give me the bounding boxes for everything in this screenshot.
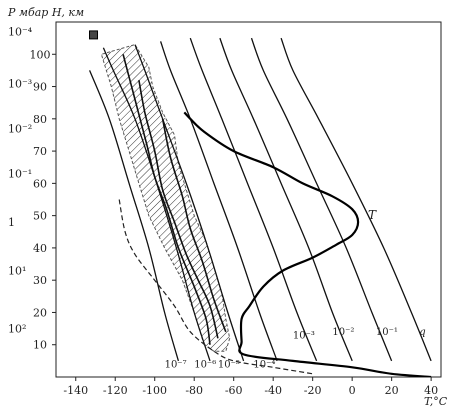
height-tick-label: 20 [33, 306, 47, 319]
isoline-label-6: 10⁻¹ [376, 327, 398, 338]
isoline-3 [159, 41, 278, 362]
x-tick-label: -20 [304, 384, 322, 397]
top-marker-box [89, 30, 99, 40]
isoline-label-3: 10⁻⁴ [253, 359, 275, 370]
isoline-7 [280, 37, 432, 362]
temperature-label: T [368, 208, 377, 222]
temperature-profile [183, 111, 432, 377]
pressure-tick-label: 1 [8, 216, 15, 229]
x-tick-label: 40 [424, 384, 438, 397]
height-tick-label: 10 [33, 339, 47, 352]
height-tick-label: 40 [33, 242, 47, 255]
pressure-tick-label: 10⁻⁴ [8, 26, 33, 39]
plot-border [55, 21, 442, 378]
observation-curve-2 [161, 118, 227, 333]
labels-layer: 10⁻⁷ 10⁻⁶ 10⁻⁵ 10⁻⁴ 10⁻³ 10⁻² 10⁻¹ q T [89, 30, 426, 370]
isoline-label-2: 10⁻⁵ [218, 359, 240, 370]
observation-curve-0 [138, 79, 219, 339]
x-tick-label: -120 [103, 384, 128, 397]
x-tick-label: -100 [142, 384, 167, 397]
pressure-tick-label: 10⁻² [8, 123, 32, 136]
x-tick-label: 0 [349, 384, 356, 397]
dashed-boundary [118, 199, 313, 375]
isoline-5 [219, 37, 353, 362]
x-tick-label: -40 [264, 384, 282, 397]
isoline-label-7: q [419, 327, 425, 338]
top-left-axis-label: P мбар H, км [7, 6, 84, 19]
temperature-profile-layer [183, 111, 432, 377]
x-tick-label: 20 [385, 384, 399, 397]
pressure-tick-label: 10⁻³ [8, 77, 32, 90]
isoline-label-4: 10⁻³ [293, 330, 315, 341]
isoline-4 [189, 37, 318, 362]
height-tick-label: 50 [33, 210, 47, 223]
height-tick-label: 60 [33, 177, 47, 190]
isoline-label-0: 10⁻⁷ [165, 359, 187, 370]
pressure-tick-label: 10¹ [8, 265, 26, 278]
pressure-tick-label: 10² [8, 323, 26, 336]
height-tick-label: 90 [33, 81, 47, 94]
ticks-layer: -140 -120 -100 -80 -60 -40 -20 0 20 40 10 20 30 40 50 6… [8, 26, 438, 397]
observation-curves-layer [122, 54, 227, 345]
isoline-6 [250, 37, 393, 362]
isoline-2 [134, 44, 245, 362]
pressure-tick-label: 10⁻¹ [8, 168, 32, 181]
height-tick-label: 80 [33, 113, 47, 126]
isoline-0 [88, 70, 180, 362]
x-tick-label: -60 [225, 384, 243, 397]
height-tick-label: 30 [33, 274, 47, 287]
plot-frame [55, 21, 442, 378]
isoline-label-1: 10⁻⁶ [194, 359, 216, 370]
observation-curve-1 [122, 54, 211, 345]
height-tick-label: 70 [33, 145, 47, 158]
isoline-label-5: 10⁻² [332, 327, 354, 338]
x-tick-label: -80 [185, 384, 203, 397]
x-tick-label: -140 [63, 384, 88, 397]
x-axis-unit-label: T,°C [424, 395, 448, 408]
height-tick-label: 100 [30, 48, 51, 61]
